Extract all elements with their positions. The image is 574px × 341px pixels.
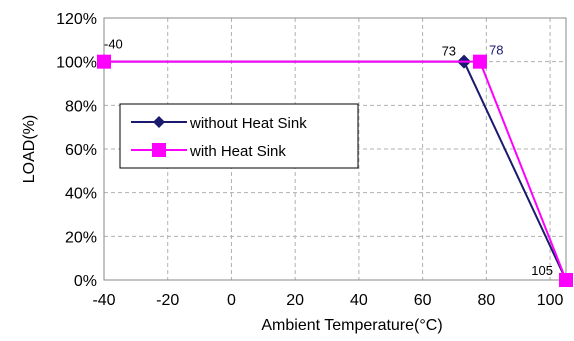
y-tick-label: 80% [65, 98, 97, 115]
y-tick-label: 120% [56, 11, 97, 28]
x-axis-title: Ambient Temperature(°C) [261, 317, 442, 334]
y-axis-ticks: 0% 20% 40% 60% 80% 100% 120% [56, 11, 97, 290]
x-tick-label: -20 [156, 292, 179, 309]
x-axis-title-unit: (°C) [414, 317, 443, 334]
data-label: 105 [531, 263, 553, 278]
legend-box [119, 103, 359, 169]
x-axis-ticks: -40 -20 0 20 40 60 80 100 [92, 292, 563, 309]
x-tick-label: 40 [350, 292, 368, 309]
data-point-square [472, 54, 487, 69]
y-tick-label: 40% [65, 186, 97, 203]
y-tick-label: 0% [74, 273, 97, 290]
y-tick-label: 60% [65, 142, 97, 159]
x-tick-label: -40 [92, 292, 115, 309]
x-tick-label: 60 [414, 292, 432, 309]
y-axis-title: LOAD(%) [21, 115, 38, 183]
legend-marker-diamond [153, 116, 165, 128]
y-tick-label: 20% [65, 229, 97, 246]
x-axis-title-text: Ambient Temperature [261, 317, 414, 334]
y-tick-label: 100% [56, 55, 97, 72]
series-group [97, 54, 573, 287]
data-point-square [97, 54, 111, 69]
x-tick-label: 0 [227, 292, 236, 309]
x-tick-label: 80 [477, 292, 495, 309]
legend: without Heat Sink with Heat Sink [119, 103, 359, 169]
x-tick-label: 20 [286, 292, 304, 309]
point-annotations: -40 73 78 105 [104, 37, 553, 278]
data-label: -40 [104, 37, 123, 52]
legend-marker-square [152, 143, 166, 157]
legend-label-without-heat-sink: without Heat Sink [189, 115, 307, 132]
data-label: 78 [489, 43, 503, 58]
legend-label-with-heat-sink: with Heat Sink [189, 143, 286, 160]
x-tick-label: 100 [537, 292, 564, 309]
data-point-square [559, 273, 573, 287]
data-label: 73 [442, 44, 456, 59]
plot-area-border [103, 17, 567, 281]
